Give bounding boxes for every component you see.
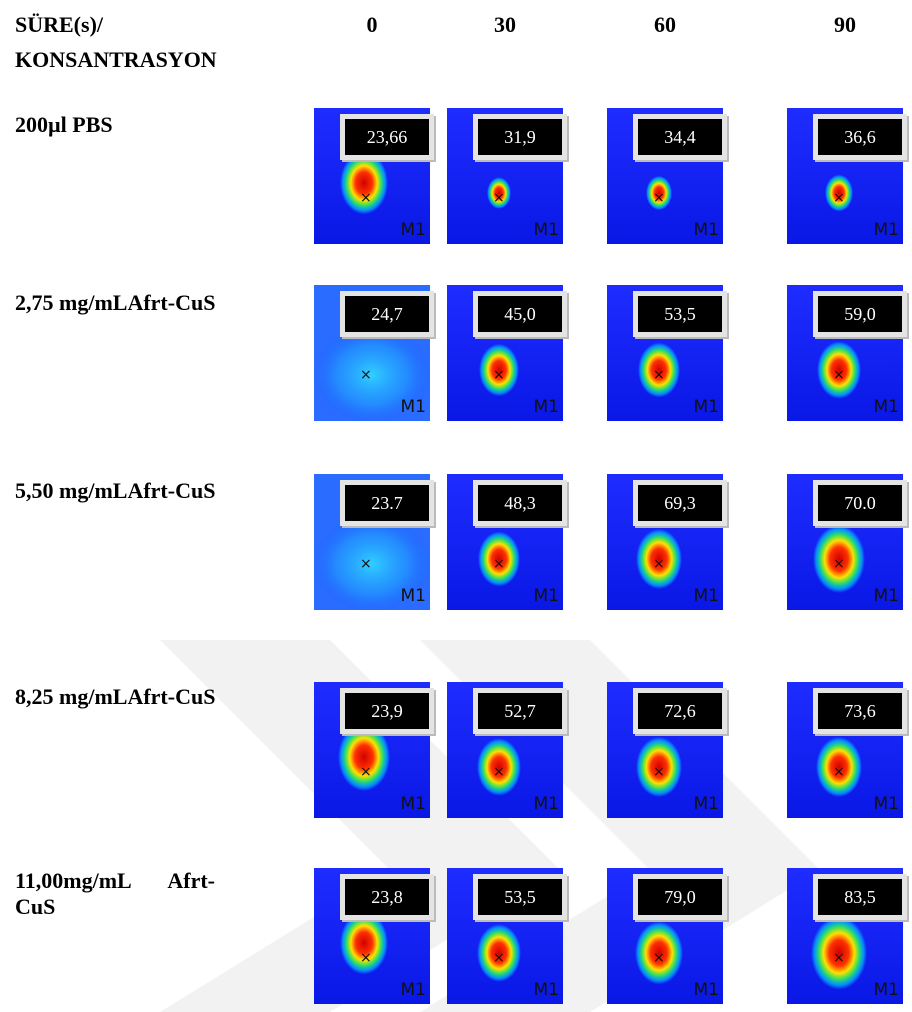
marker-cross: × bbox=[360, 367, 372, 383]
marker-cross: × bbox=[833, 950, 845, 966]
thermal-image: ×M183,5 bbox=[787, 868, 903, 1004]
marker-cross: × bbox=[360, 556, 372, 572]
marker-cross: × bbox=[360, 190, 372, 206]
row-label: 11,00mg/mL Afrt-CuS bbox=[15, 868, 215, 920]
marker-cross: × bbox=[653, 367, 665, 383]
temperature-label: 52,7 bbox=[473, 688, 567, 734]
temperature-label: 53,5 bbox=[633, 291, 727, 337]
marker-label: M1 bbox=[874, 586, 899, 606]
temperature-label: 36,6 bbox=[813, 114, 907, 160]
row-label: 200µl PBS bbox=[15, 112, 305, 138]
marker-label: M1 bbox=[694, 586, 719, 606]
marker-cross: × bbox=[493, 950, 505, 966]
temperature-label: 72,6 bbox=[633, 688, 727, 734]
marker-cross: × bbox=[653, 190, 665, 206]
marker-label: M1 bbox=[874, 220, 899, 240]
column-header: 30 bbox=[465, 8, 545, 42]
temperature-label: 23.7 bbox=[340, 480, 434, 526]
marker-cross: × bbox=[833, 556, 845, 572]
temperature-label: 31,9 bbox=[473, 114, 567, 160]
column-header: 90 bbox=[805, 8, 885, 42]
marker-cross: × bbox=[653, 764, 665, 780]
temperature-label: 24,7 bbox=[340, 291, 434, 337]
marker-label: M1 bbox=[401, 397, 426, 417]
marker-label: M1 bbox=[401, 794, 426, 814]
marker-label: M1 bbox=[534, 586, 559, 606]
temperature-label: 79,0 bbox=[633, 874, 727, 920]
marker-label: M1 bbox=[401, 980, 426, 1000]
temperature-label: 73,6 bbox=[813, 688, 907, 734]
temperature-label: 23,66 bbox=[340, 114, 434, 160]
page: SÜRE(s)/ KONSANTRASYON (() => { const da… bbox=[0, 0, 912, 1012]
column-header: 60 bbox=[625, 8, 705, 42]
header-title: KONSANTRASYON bbox=[15, 43, 217, 77]
marker-label: M1 bbox=[694, 980, 719, 1000]
marker-label: M1 bbox=[401, 586, 426, 606]
temperature-label: 59,0 bbox=[813, 291, 907, 337]
marker-cross: × bbox=[833, 367, 845, 383]
row-label: 8,25 mg/mLAfrt-CuS bbox=[15, 684, 305, 710]
marker-cross: × bbox=[833, 764, 845, 780]
header-title: SÜRE(s)/ bbox=[15, 8, 103, 42]
marker-label: M1 bbox=[534, 397, 559, 417]
marker-label: M1 bbox=[534, 794, 559, 814]
thermal-image: ×M152,7 bbox=[447, 682, 563, 818]
column-header: 0 bbox=[332, 8, 412, 42]
row-label: 5,50 mg/mLAfrt-CuS bbox=[15, 478, 305, 504]
marker-cross: × bbox=[360, 764, 372, 780]
temperature-label: 70.0 bbox=[813, 480, 907, 526]
temperature-label: 48,3 bbox=[473, 480, 567, 526]
marker-label: M1 bbox=[694, 794, 719, 814]
temperature-label: 23,8 bbox=[340, 874, 434, 920]
row-label: 2,75 mg/mLAfrt-CuS bbox=[15, 290, 305, 316]
temperature-label: 34,4 bbox=[633, 114, 727, 160]
temperature-label: 69,3 bbox=[633, 480, 727, 526]
temperature-label: 83,5 bbox=[813, 874, 907, 920]
marker-cross: × bbox=[653, 556, 665, 572]
marker-cross: × bbox=[493, 764, 505, 780]
marker-cross: × bbox=[493, 190, 505, 206]
marker-label: M1 bbox=[534, 980, 559, 1000]
marker-label: M1 bbox=[874, 980, 899, 1000]
marker-label: M1 bbox=[874, 397, 899, 417]
marker-label: M1 bbox=[694, 397, 719, 417]
temperature-label: 53,5 bbox=[473, 874, 567, 920]
marker-label: M1 bbox=[401, 220, 426, 240]
thermal-image: ×M148,3 bbox=[447, 474, 563, 610]
marker-label: M1 bbox=[694, 220, 719, 240]
marker-label: M1 bbox=[874, 794, 899, 814]
marker-cross: × bbox=[653, 950, 665, 966]
marker-cross: × bbox=[493, 367, 505, 383]
marker-label: M1 bbox=[534, 220, 559, 240]
temperature-label: 23,9 bbox=[340, 688, 434, 734]
marker-cross: × bbox=[833, 190, 845, 206]
temperature-label: 45,0 bbox=[473, 291, 567, 337]
marker-cross: × bbox=[360, 950, 372, 966]
marker-cross: × bbox=[493, 556, 505, 572]
